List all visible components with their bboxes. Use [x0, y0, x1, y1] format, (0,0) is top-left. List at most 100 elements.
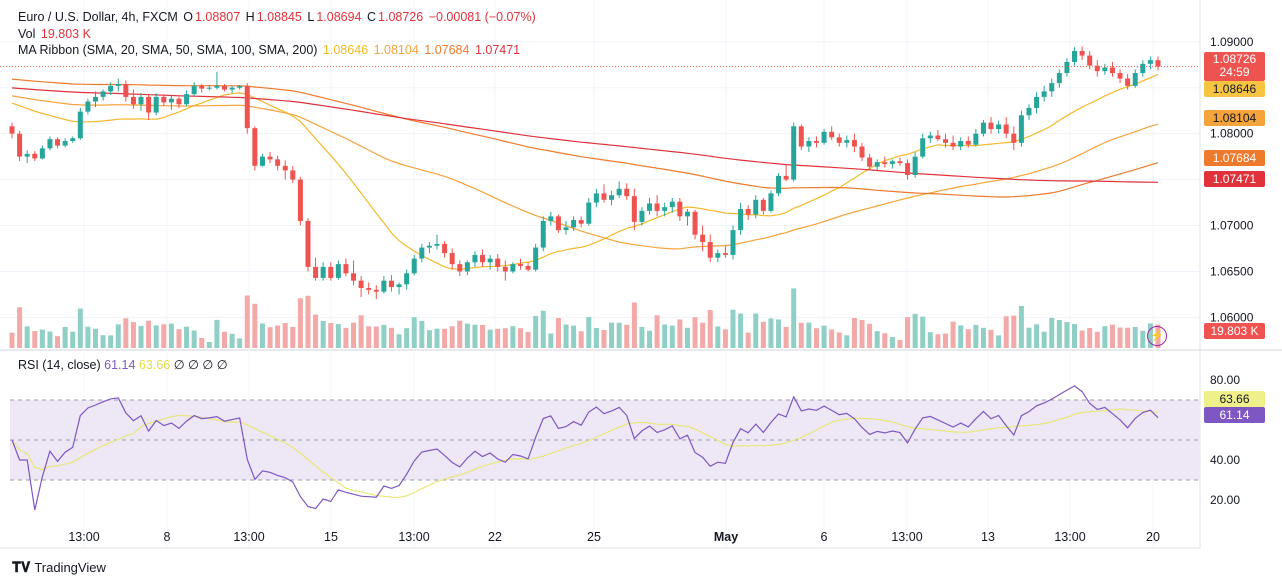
candle-body: [434, 243, 440, 246]
volume-bar: [715, 326, 721, 348]
candle-body: [495, 258, 501, 267]
volume-bar: [297, 298, 303, 348]
volume-bar: [593, 328, 599, 348]
volume-bar: [108, 335, 114, 348]
time-tick-label: 25: [587, 530, 601, 544]
rsi-tick-label: 40.00: [1210, 453, 1240, 467]
volume-bar: [533, 316, 539, 348]
sma20-value: 1.08646: [322, 43, 369, 57]
volume-bar: [745, 332, 751, 348]
volume-bar: [867, 323, 873, 348]
candle-body: [24, 153, 30, 157]
candle-body: [313, 266, 319, 278]
candle-body: [692, 211, 698, 235]
candle-body: [684, 211, 690, 217]
volume-bar: [47, 331, 53, 348]
volume-bar: [813, 328, 819, 348]
candle-body: [859, 146, 865, 158]
rsi-line: [11, 385, 1159, 511]
candle-body: [259, 156, 265, 166]
time-tick-label: 15: [324, 530, 338, 544]
candle-body: [199, 85, 205, 89]
candle-body: [760, 199, 766, 211]
volume-bar: [700, 322, 706, 348]
volume-bar: [586, 317, 592, 348]
brand-logo[interactable]: 𝐓𝐕 TradingView: [12, 559, 106, 576]
volume-bar: [373, 326, 379, 348]
volume-bar: [1132, 327, 1138, 348]
sma20-price-label: 1.08646: [1204, 81, 1265, 97]
sma100-line: [11, 78, 1159, 198]
candle-body: [616, 188, 622, 196]
candle-body: [988, 122, 994, 130]
volume-bar: [768, 318, 774, 348]
volume-bar: [525, 332, 531, 348]
volume-bar: [760, 321, 766, 348]
volume-bar: [517, 328, 523, 348]
candle-body: [715, 253, 721, 258]
volume-bar: [472, 324, 478, 348]
candle-body: [776, 175, 782, 194]
volume-bar: [153, 325, 159, 348]
volume-bar: [123, 318, 129, 348]
time-tick-label: 13:00: [891, 530, 922, 544]
lightning-icon[interactable]: ⚡: [1147, 326, 1167, 346]
candle-body: [836, 137, 842, 143]
candle-body: [525, 265, 531, 270]
volume-bar: [176, 329, 182, 348]
candle-body: [343, 264, 349, 274]
candle-body: [662, 207, 668, 211]
volume-bar: [958, 325, 964, 348]
volume-bar: [396, 334, 402, 348]
rsi-tick-label: 20.00: [1210, 493, 1240, 507]
candle-body: [813, 141, 819, 143]
candle-body: [942, 139, 948, 143]
volume-bar: [1056, 320, 1062, 348]
time-tick-label: 22: [488, 530, 502, 544]
volume-bar: [191, 330, 197, 348]
candle-body: [328, 266, 334, 278]
volume-bar: [457, 320, 463, 348]
candle-body: [222, 85, 228, 90]
candle-body: [738, 208, 744, 231]
volume-bar: [821, 325, 827, 348]
candle-body: [480, 254, 486, 263]
candle-body: [373, 289, 379, 292]
candle-body: [950, 142, 956, 147]
candle-body: [669, 201, 675, 208]
candle-body: [305, 220, 311, 267]
sma100-value: 1.07684: [424, 43, 470, 57]
ma-ribbon-legend: MA Ribbon (SMA, 20, SMA, 50, SMA, 100, S…: [18, 43, 522, 57]
volume-bar: [965, 329, 971, 348]
open-value: 1.08807: [195, 10, 241, 24]
volume-bar: [92, 328, 98, 348]
candle-body: [1079, 50, 1085, 56]
volume-bar: [487, 329, 493, 348]
volume-bar: [935, 334, 941, 348]
time-tick-label: 20: [1146, 530, 1160, 544]
tradingview-logo-icon: 𝐓𝐕: [12, 559, 31, 575]
volume-bar: [381, 324, 387, 348]
candle-body: [973, 133, 979, 145]
candle-body: [92, 96, 98, 102]
candle-body: [889, 161, 895, 164]
candle-body: [419, 247, 425, 259]
volume-bar: [836, 332, 842, 348]
candle-body: [464, 262, 470, 272]
candle-body: [275, 159, 281, 166]
candle-body: [70, 138, 76, 142]
candle-body: [388, 280, 394, 288]
volume-bar: [404, 328, 410, 348]
volume-bar: [32, 331, 38, 348]
candle-body: [935, 135, 941, 140]
volume-bar: [851, 318, 857, 348]
candle-body: [1094, 65, 1100, 72]
volume-bar: [130, 322, 136, 348]
price-tick-label: 1.09000: [1210, 35, 1254, 49]
candle-body: [624, 188, 630, 197]
price-tick-label: 1.08000: [1210, 127, 1254, 141]
volume-bar: [730, 309, 736, 348]
candle-body: [1056, 73, 1062, 84]
volume-bar: [449, 326, 455, 348]
